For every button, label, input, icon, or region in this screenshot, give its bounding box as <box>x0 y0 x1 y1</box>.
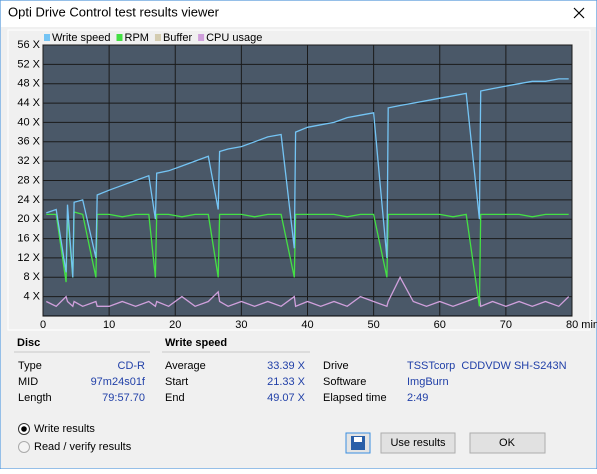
save-button[interactable] <box>345 432 371 454</box>
x-tick-label: 40 <box>301 319 313 331</box>
x-tick-label: 80 min <box>566 319 597 331</box>
info-label: Software <box>323 376 366 388</box>
info-label: Start <box>165 376 188 388</box>
info-label: Average <box>165 360 206 372</box>
info-value: 33.39 X <box>267 360 306 372</box>
section-title: Write speed <box>165 337 227 349</box>
radio-label[interactable]: Read / verify results <box>34 441 132 453</box>
x-tick-label: 10 <box>103 319 115 331</box>
series-line <box>46 275 570 308</box>
info-panel: Disc Write speed Type CD-R MID 97m24s01f Lengt… <box>14 337 567 404</box>
x-tick-label: 60 <box>434 319 446 331</box>
series-line <box>46 78 569 278</box>
legend-label: CPU usage <box>206 32 262 44</box>
y-tick-label: 32 X <box>17 155 40 167</box>
section-title: Disc <box>17 337 40 349</box>
button-label[interactable]: OK <box>499 437 516 449</box>
info-value: CD-R <box>118 360 146 372</box>
x-tick-label: 0 <box>40 319 46 331</box>
y-tick-label: 16 X <box>17 232 40 244</box>
series-line <box>46 211 569 307</box>
legend-label: Write speed <box>52 32 111 44</box>
title-bar <box>1 1 596 27</box>
y-tick-label: 52 X <box>17 58 40 70</box>
legend-label: RPM <box>125 32 149 44</box>
y-tick-label: 44 X <box>17 97 40 109</box>
y-tick-label: 4 X <box>23 291 40 303</box>
y-tick-label: 12 X <box>17 252 40 264</box>
info-value: ImgBurn <box>407 376 449 388</box>
legend-swatch <box>154 34 161 41</box>
legend-label: Buffer <box>163 32 192 44</box>
info-value: 49.07 X <box>267 392 306 404</box>
info-value: 2:49 <box>407 392 428 404</box>
y-tick-label: 56 X <box>17 39 40 51</box>
legend-swatch <box>116 34 123 41</box>
ok-button[interactable] <box>469 432 546 454</box>
x-tick-label: 50 <box>368 319 380 331</box>
radio-read[interactable] <box>18 441 30 453</box>
radio-label[interactable]: Write results <box>34 423 95 435</box>
info-value: 79:57.70 <box>102 392 145 404</box>
info-label: End <box>165 392 185 404</box>
x-tick-label: 20 <box>169 319 181 331</box>
legend-swatch <box>198 34 205 41</box>
y-tick-label: 20 X <box>17 213 40 225</box>
legend-swatch <box>44 34 50 41</box>
y-tick-label: 36 X <box>17 136 40 148</box>
y-tick-label: 40 X <box>17 116 40 128</box>
chart: 4 X 8 X 12 X 16 X 20 X 24 X 28 X 32 X 36 X 40 X 44… <box>17 32 597 331</box>
info-label: Type <box>18 360 42 372</box>
window-title: Opti Drive Control test results viewer <box>8 4 220 19</box>
use-results-button[interactable] <box>380 432 456 454</box>
y-tick-label: 24 X <box>17 194 40 206</box>
x-tick-label: 30 <box>235 319 247 331</box>
button-label[interactable]: Use results <box>390 437 446 449</box>
info-label: Length <box>18 392 52 404</box>
info-value: TSSTcorp CDDVDW SH-S243N <box>407 360 567 372</box>
info-value: 21.33 X <box>267 376 306 388</box>
y-tick-label: 8 X <box>23 271 40 283</box>
y-tick-label: 48 X <box>17 78 40 90</box>
radio-write[interactable] <box>18 423 30 435</box>
info-label: MID <box>18 376 38 388</box>
info-label: Elapsed time <box>323 392 387 404</box>
y-tick-label: 28 X <box>17 174 40 186</box>
x-tick-label: 70 <box>500 319 512 331</box>
close-button[interactable] <box>573 7 585 19</box>
info-value: 97m24s01f <box>91 376 146 388</box>
info-label: Drive <box>323 360 349 372</box>
